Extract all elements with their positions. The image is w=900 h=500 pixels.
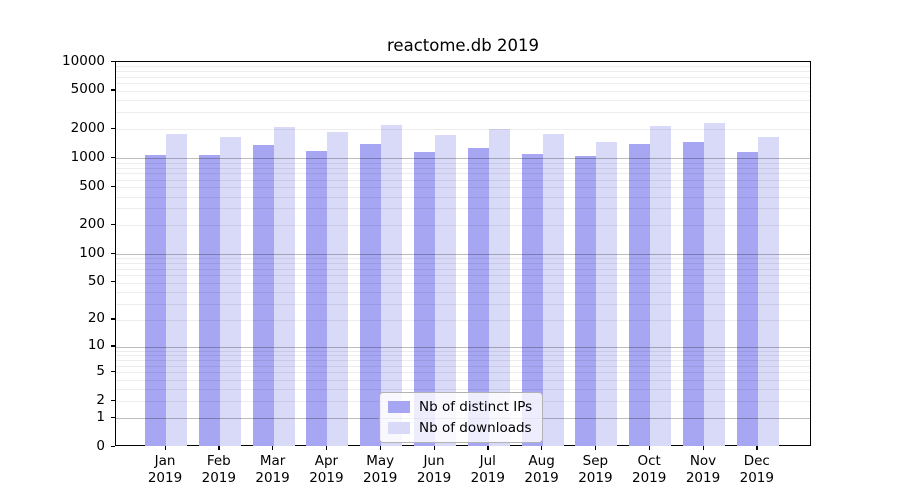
gridline-minor [116,100,810,102]
y-axis-tick-label: 5000 [70,81,105,98]
legend-item-distinct-ips: Nb of distinct IPs [388,399,532,415]
x-axis-tick [433,446,435,450]
y-axis-tick [111,223,115,226]
bar-downloads [596,141,618,446]
legend-swatch-distinct-ips [388,401,410,413]
bar-distinct-ips [145,154,166,446]
y-axis-tick [111,127,115,130]
chart-title: reactome.db 2019 [387,36,539,55]
y-axis-tick [111,185,115,187]
gridline-minor [116,71,810,73]
x-axis-tick-label: Feb 2019 [201,453,236,486]
bar-downloads [488,128,510,446]
y-axis-tick [111,445,115,447]
gridline-minor [116,112,810,114]
bar-downloads [327,132,349,446]
x-axis-tick-label: Dec 2019 [739,453,774,486]
y-axis-tick-label: 1000 [70,148,105,165]
x-axis-tick [648,446,650,450]
bar-distinct-ips [467,147,489,446]
bar-distinct-ips [521,153,543,446]
x-axis-tick [756,446,758,450]
y-axis-tick [111,60,115,62]
x-axis-tick-label: May 2019 [363,453,398,486]
x-axis-tick [325,446,328,450]
y-axis-tick-label: 200 [79,215,105,232]
bar-downloads [381,124,403,446]
gridline-minor [116,91,810,92]
gridline-minor [116,83,810,85]
bar-distinct-ips [736,151,758,446]
gridline-minor [116,66,810,68]
legend-swatch-downloads [388,422,410,434]
x-axis-tick [218,446,220,450]
legend-item-downloads: Nb of downloads [388,420,532,436]
y-axis-tick-label: 100 [79,244,105,261]
y-axis-tick-label: 2000 [70,119,105,136]
x-axis-tick-label: Mar 2019 [255,453,290,486]
y-axis-tick-label: 0 [96,437,105,454]
y-axis-tick [111,281,115,283]
bar-distinct-ips [629,143,651,446]
x-axis-tick-label: Jun 2019 [416,453,452,486]
y-axis-tick [111,89,115,91]
bar-distinct-ips [252,145,274,446]
bar-distinct-ips [683,141,704,446]
legend-label-downloads: Nb of downloads [419,420,532,436]
bar-distinct-ips [306,150,328,446]
x-axis-tick [379,446,381,450]
x-axis-tick [164,446,166,450]
bar-distinct-ips [198,155,220,446]
bar-downloads [273,126,295,446]
x-axis-tick-label: Apr 2019 [309,453,344,486]
x-axis-tick-label: Sep 2019 [578,453,613,486]
y-axis-tick-label: 500 [79,177,105,194]
y-axis-tick-label: 20 [87,310,105,327]
bar-distinct-ips [360,143,382,446]
bar-distinct-ips [575,155,597,446]
bar-downloads [704,123,725,446]
bar-distinct-ips [414,151,435,446]
x-axis-tick-label: Aug 2019 [524,453,559,486]
y-axis-tick [111,399,115,401]
y-axis-tick-label: 2 [96,391,105,408]
y-axis-tick [111,156,115,158]
legend-label-distinct-ips: Nb of distinct IPs [419,399,533,415]
x-axis-tick [594,446,597,450]
bar-downloads [757,137,779,446]
y-axis-tick-label: 10 [87,337,105,354]
y-axis-tick [111,318,115,320]
bar-downloads [542,133,564,446]
gridline-minor [116,76,810,78]
x-axis-tick [702,446,704,450]
bar-downloads [650,126,672,446]
bar-downloads [435,135,456,446]
y-axis-tick [111,345,115,347]
x-axis-tick [541,446,543,450]
legend: Nb of distinct IPs Nb of downloads [379,392,544,443]
y-axis-tick-label: 50 [87,273,105,290]
y-axis-tick-label: 10000 [62,52,105,69]
y-axis-tick [111,370,115,372]
y-axis-tick [111,252,115,254]
x-axis-tick [487,446,489,450]
x-axis-tick-label: Jul 2019 [470,453,505,486]
x-axis-tick-label: Nov 2019 [685,453,721,486]
x-axis-tick-label: Oct 2019 [632,453,667,486]
bar-downloads [219,136,241,446]
y-axis-tick-label: 1 [96,408,105,425]
x-axis-tick-label: Jan 2019 [147,453,183,486]
plot-area: Nb of distinct IPs Nb of downloads [115,61,811,446]
y-axis-tick [111,416,115,418]
y-axis-tick-label: 5 [96,362,105,379]
x-axis-tick [272,446,274,450]
bar-downloads [166,133,187,446]
